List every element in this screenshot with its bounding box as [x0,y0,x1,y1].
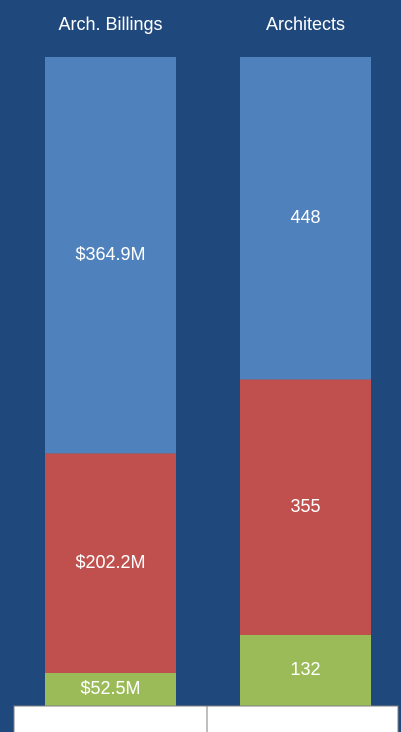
value-label: $52.5M [80,678,140,698]
category-label: Architects [266,14,345,34]
bar-segment [240,57,371,380]
category-label: Arch. Billings [58,14,162,34]
value-label: 448 [290,207,320,227]
labels: Arch. Billings $52.5M $202.2M $364.9M Archit… [58,14,345,698]
table-strip [13,705,399,732]
value-label: 132 [290,659,320,679]
value-label: $202.2M [75,552,145,572]
value-label: 355 [290,496,320,516]
value-label: $364.9M [75,244,145,264]
bar-segment [45,57,176,454]
table-cell [13,705,399,732]
bar-segment [45,453,176,673]
bar-segment [240,379,371,635]
